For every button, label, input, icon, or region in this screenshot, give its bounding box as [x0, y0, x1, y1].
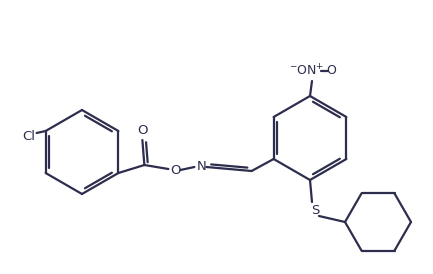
- Text: O: O: [170, 164, 181, 176]
- Text: N$^{+}$: N$^{+}$: [306, 63, 324, 79]
- Text: S: S: [311, 204, 319, 218]
- Text: O: O: [326, 64, 336, 78]
- Text: N: N: [197, 159, 206, 173]
- Text: Cl: Cl: [22, 130, 35, 142]
- Text: $^{-}$O: $^{-}$O: [288, 64, 307, 76]
- Text: O: O: [137, 124, 148, 138]
